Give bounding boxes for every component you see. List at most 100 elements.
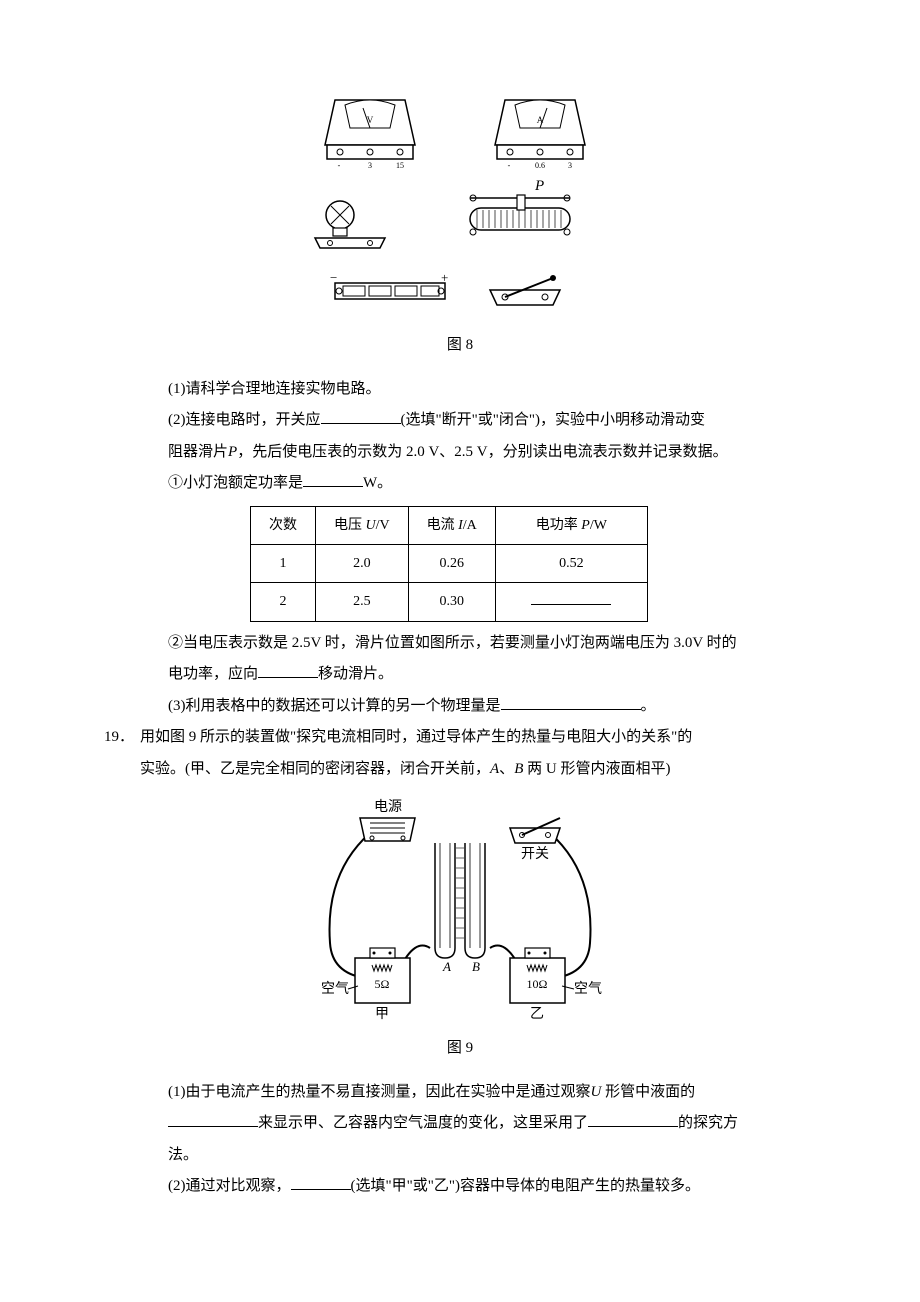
th-power: 电功率 P/W	[495, 506, 647, 544]
blank-power-2	[531, 590, 611, 605]
q19-number: 19．	[100, 722, 140, 785]
q18-p5-b: 。	[641, 698, 656, 714]
air-label-right: 空气	[574, 981, 602, 997]
blank-switch-state	[321, 408, 401, 425]
blank-quantity	[501, 693, 641, 710]
jia-label: 甲	[375, 1007, 389, 1022]
bulb-icon	[315, 201, 385, 248]
ammeter-icon: A - 0.6 3	[495, 100, 585, 170]
q18-p2-a: (2)连接电路时，开关应	[168, 412, 321, 428]
svg-text:15: 15	[396, 161, 404, 170]
switch-icon-fig9: 开关	[510, 818, 560, 862]
cell-2-1: 2.5	[316, 583, 409, 621]
switch-icon	[490, 275, 560, 305]
q19-intro: 19． 用如图 9 所示的装置做"探究电流相同时，通过导体产生的热量与电阻大小的…	[100, 722, 820, 785]
cell-1-3: 0.52	[495, 544, 647, 582]
power-source-icon: 电源	[360, 799, 415, 841]
svg-text:-: -	[338, 161, 341, 170]
voltmeter-icon: V - 3 15	[325, 100, 415, 170]
cell-1-1: 2.0	[316, 544, 409, 582]
q19-p2-b: (选填"甲"或"乙")容器中导体的电阻产生的热量较多。	[351, 1178, 701, 1194]
circuit-diagram-fig8: V - 3 15 A - 0.6 3	[295, 90, 625, 320]
rheostat-icon: P	[470, 178, 570, 235]
q19-intro-body: 用如图 9 所示的装置做"探究电流相同时，通过导体产生的热量与电阻大小的关系"的…	[140, 722, 820, 785]
blank-container	[291, 1174, 351, 1191]
svg-text:A: A	[537, 115, 544, 125]
cell-1-0: 1	[251, 544, 316, 582]
q19-intro-a: 用如图 9 所示的装置做"探究电流相同时，通过导体产生的热量与电阻大小的关系"的	[140, 729, 692, 745]
th-trial: 次数	[251, 506, 316, 544]
svg-text:−: −	[330, 270, 337, 285]
q18-part5: (3)利用表格中的数据还可以计算的另一个物理量是 。	[100, 691, 820, 723]
figure-8-container: V - 3 15 A - 0.6 3	[100, 90, 820, 320]
label-b: B	[472, 959, 480, 974]
svg-text:电源: 电源	[374, 799, 402, 815]
q18-part3: ①小灯泡额定功率是 W。	[100, 468, 820, 500]
svg-text:-: -	[508, 161, 511, 170]
q18-p2-c: 阻器滑片	[168, 444, 228, 460]
svg-text:+: +	[441, 270, 448, 285]
container-yi-icon: 10Ω	[510, 948, 565, 1003]
q18-part1: (1)请科学合理地连接实物电路。	[100, 374, 820, 406]
svg-text:5Ω: 5Ω	[375, 977, 390, 991]
battery-icon: − +	[330, 270, 448, 299]
q18-p3-b: W。	[363, 475, 392, 491]
q19-var-a: A	[490, 761, 499, 777]
svg-text:3: 3	[568, 161, 572, 170]
figure-9-caption: 图 9	[100, 1033, 820, 1065]
q19-part1-line3: 法。	[100, 1140, 820, 1172]
q19-p2-a: (2)通过对比观察，	[168, 1178, 291, 1194]
q18-p4-b: 电功率，应向	[168, 666, 258, 682]
blank-method	[588, 1111, 678, 1128]
cell-2-0: 2	[251, 583, 316, 621]
apparatus-diagram-fig9: 电源 开关 A B	[300, 793, 620, 1023]
svg-text:V: V	[367, 115, 374, 125]
svg-text:P: P	[534, 178, 544, 194]
q18-part4-line2: 电功率，应向 移动滑片。	[100, 659, 820, 691]
q19-p1-a: (1)由于电流产生的热量不易直接测量，因此在实验中是通过观察	[168, 1084, 591, 1100]
th-current: 电流 I/A	[408, 506, 495, 544]
u-tube-b-icon	[465, 843, 485, 958]
q19-intro-b: 实验。(甲、乙是完全相同的密闭容器，闭合开关前，	[140, 761, 490, 777]
svg-text:0.6: 0.6	[535, 161, 545, 170]
figure-9-container: 电源 开关 A B	[100, 793, 820, 1023]
q19-p1-b: 来显示甲、乙容器内空气温度的变化，这里采用了	[258, 1115, 588, 1131]
q19-var-b: B	[514, 761, 523, 777]
table-header-row: 次数 电压 U/V 电流 I/A 电功率 P/W	[251, 506, 648, 544]
cell-1-2: 0.26	[408, 544, 495, 582]
q19-p1-a2: 形管中液面的	[605, 1084, 695, 1100]
table-row: 2 2.5 0.30	[251, 583, 648, 621]
q18-part2-line1: (2)连接电路时，开关应 (选填"断开"或"闭合")，实验中小明移动滑动变	[100, 405, 820, 437]
q18-part4-line1: ②当电压表示数是 2.5V 时，滑片位置如图所示，若要测量小灯泡两端电压为 3.…	[100, 628, 820, 660]
q18-p3-a: ①小灯泡额定功率是	[168, 475, 303, 491]
q18-p2-b: (选填"断开"或"闭合")，实验中小明移动滑动变	[401, 412, 705, 428]
u-tube-a-icon	[435, 843, 455, 958]
th-voltage: 电压 U/V	[316, 506, 409, 544]
q18-p2-c2: ，先后使电压表的示数为 2.0 V、2.5 V，分别读出电流表示数并记录数据。	[237, 444, 727, 460]
q18-p5-a: (3)利用表格中的数据还可以计算的另一个物理量是	[168, 698, 501, 714]
cell-2-2: 0.30	[408, 583, 495, 621]
q18-data-table: 次数 电压 U/V 电流 I/A 电功率 P/W 1 2.0 0.26 0.52…	[250, 506, 648, 622]
blank-observe	[168, 1111, 258, 1128]
svg-text:开关: 开关	[521, 846, 549, 862]
svg-text:3: 3	[368, 161, 372, 170]
q18-part2-line2: 阻器滑片P，先后使电压表的示数为 2.0 V、2.5 V，分别读出电流表示数并记…	[100, 437, 820, 469]
figure-8-caption: 图 8	[100, 330, 820, 362]
blank-direction	[258, 662, 318, 679]
cell-2-3	[495, 583, 647, 621]
q19-intro-c: 、	[499, 761, 514, 777]
q19-part1-line2: 来显示甲、乙容器内空气温度的变化，这里采用了 的探究方	[100, 1108, 820, 1140]
q19-part2: (2)通过对比观察， (选填"甲"或"乙")容器中导体的电阻产生的热量较多。	[100, 1171, 820, 1203]
table-row: 1 2.0 0.26 0.52	[251, 544, 648, 582]
air-label-left: 空气	[321, 981, 349, 997]
q18-p4-c: 移动滑片。	[318, 666, 393, 682]
yi-label: 乙	[530, 1006, 544, 1022]
blank-rated-power	[303, 471, 363, 488]
q19-part1-line1: (1)由于电流产生的热量不易直接测量，因此在实验中是通过观察U 形管中液面的	[100, 1077, 820, 1109]
q18-p2-var: P	[228, 444, 237, 460]
container-jia-icon: 5Ω	[355, 948, 410, 1003]
svg-text:10Ω: 10Ω	[527, 977, 548, 991]
q19-p1-c: 的探究方	[678, 1115, 738, 1131]
q19-intro-d: 两 U 形管内液面相平)	[523, 761, 670, 777]
label-a: A	[442, 959, 451, 974]
